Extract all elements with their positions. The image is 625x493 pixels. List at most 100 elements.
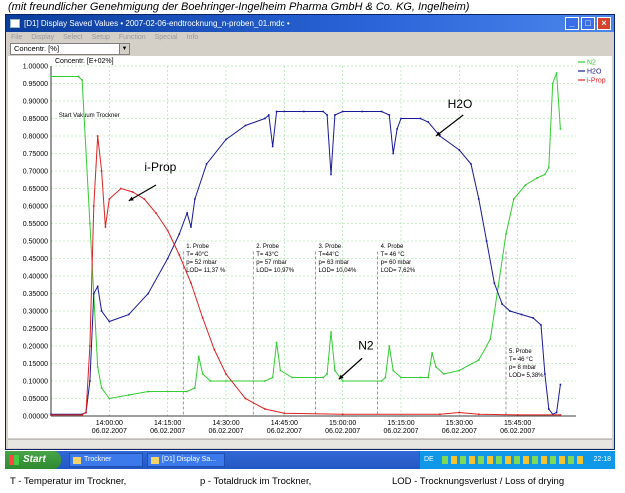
maximize-icon[interactable]: □ bbox=[581, 17, 595, 30]
series-label: i-Prop bbox=[144, 160, 176, 174]
data-point bbox=[341, 110, 344, 113]
data-point bbox=[279, 369, 282, 372]
data-point bbox=[458, 411, 461, 414]
taskbar-item-trockner[interactable]: Trockner bbox=[69, 453, 143, 467]
series-line-n2 bbox=[51, 72, 561, 400]
arrowhead-icon bbox=[338, 374, 344, 380]
y-tick-label: 0.45000 bbox=[23, 256, 48, 263]
data-point bbox=[439, 413, 441, 416]
data-point bbox=[264, 117, 266, 120]
y-tick-label: 0.60000 bbox=[23, 204, 48, 211]
data-point bbox=[264, 380, 266, 382]
data-point bbox=[380, 380, 383, 382]
y-tick-label: 0.50000 bbox=[23, 239, 48, 246]
menu-function[interactable]: Function bbox=[118, 34, 146, 41]
chevron-down-icon[interactable]: ▼ bbox=[119, 44, 129, 54]
data-point bbox=[155, 212, 157, 214]
data-point bbox=[551, 413, 554, 416]
y-tick-label: 0.75000 bbox=[23, 151, 48, 158]
data-point bbox=[302, 110, 305, 113]
sample-marker-text: 4. Probe bbox=[381, 244, 404, 250]
data-point bbox=[427, 121, 430, 123]
y-tick-label: 0.85000 bbox=[23, 116, 48, 123]
data-point bbox=[131, 191, 134, 193]
x-tick-date: 06.02.2007 bbox=[500, 428, 535, 435]
x-tick-time: 15:45:00 bbox=[504, 420, 531, 427]
horizontal-scrollbar[interactable] bbox=[8, 439, 612, 448]
x-tick-date: 06.02.2007 bbox=[267, 428, 302, 435]
data-point bbox=[477, 413, 480, 416]
data-point bbox=[275, 341, 278, 344]
x-tick-date: 06.02.2007 bbox=[383, 428, 418, 435]
data-point bbox=[190, 282, 192, 284]
data-point bbox=[489, 338, 492, 340]
y-tick-label: 0.00000 bbox=[23, 414, 48, 421]
y-tick-label: 0.40000 bbox=[23, 274, 48, 281]
data-point bbox=[190, 226, 192, 228]
sample-marker-text: p= 57 mbar bbox=[256, 260, 287, 266]
data-point bbox=[104, 226, 107, 228]
menu-bar: File Display Select Setup Function Speci… bbox=[6, 32, 614, 43]
data-point bbox=[194, 387, 196, 389]
series-label: N2 bbox=[358, 339, 374, 353]
concentration-select[interactable]: Concentr. [%] ▼ bbox=[10, 43, 130, 55]
data-point bbox=[551, 82, 554, 85]
data-point bbox=[108, 320, 111, 323]
header-note: (mit freundlicher Genehmigung der Boehri… bbox=[8, 1, 470, 13]
series-line-h2o bbox=[51, 111, 561, 415]
data-point bbox=[396, 128, 398, 130]
menu-select[interactable]: Select bbox=[63, 34, 83, 41]
data-point bbox=[225, 373, 227, 375]
data-point bbox=[524, 184, 527, 186]
data-point bbox=[536, 177, 538, 179]
window-titlebar[interactable]: [D1] Display Saved Values • 2007-02-06-e… bbox=[6, 15, 614, 32]
data-point bbox=[334, 114, 336, 116]
x-tick-time: 14:00:00 bbox=[96, 420, 123, 427]
data-point bbox=[322, 110, 325, 113]
data-point bbox=[470, 163, 472, 165]
data-point bbox=[100, 387, 103, 389]
menu-special[interactable]: Special bbox=[154, 34, 178, 41]
taskbar-item-display[interactable]: [D1] Display Sa... bbox=[147, 453, 225, 467]
annotation-arrow bbox=[338, 357, 363, 380]
data-point bbox=[442, 373, 445, 375]
language-indicator[interactable]: DE bbox=[424, 456, 434, 463]
data-point bbox=[166, 257, 169, 260]
data-point bbox=[341, 380, 344, 382]
menu-info[interactable]: Info bbox=[186, 34, 199, 41]
close-icon[interactable]: × bbox=[597, 17, 611, 30]
data-point bbox=[96, 135, 99, 137]
footer-note-temperature: T - Temperatur im Trockner, bbox=[10, 476, 127, 487]
data-point bbox=[439, 135, 441, 137]
start-button[interactable]: Start bbox=[5, 451, 61, 469]
sample-marker-text: 5. Probe bbox=[509, 349, 532, 355]
data-point bbox=[559, 414, 562, 416]
system-tray: DE 22:18 bbox=[419, 451, 615, 469]
data-point bbox=[85, 411, 87, 414]
data-point bbox=[205, 163, 208, 165]
data-point bbox=[330, 331, 332, 333]
data-point bbox=[458, 369, 461, 372]
x-tick-date: 06.02.2007 bbox=[208, 428, 243, 435]
data-point bbox=[194, 198, 196, 200]
sample-marker-text: p= 52 mbar bbox=[186, 260, 217, 266]
plot-area: 0.00000 0.05000 0.10000 0.15000 0.20000 0.250… bbox=[8, 56, 612, 438]
data-point bbox=[50, 414, 52, 416]
tray-icons[interactable] bbox=[442, 456, 584, 464]
minimize-icon[interactable]: _ bbox=[565, 17, 579, 30]
data-point bbox=[213, 348, 216, 351]
data-point bbox=[326, 114, 328, 116]
data-point bbox=[501, 303, 503, 305]
taskbar-item-label: Trockner bbox=[84, 456, 112, 463]
x-tick-date: 06.02.2007 bbox=[150, 428, 185, 435]
menu-display[interactable]: Display bbox=[31, 34, 55, 41]
menu-file[interactable]: File bbox=[11, 34, 23, 41]
y-tick-label: 0.35000 bbox=[23, 291, 48, 298]
data-point bbox=[547, 166, 550, 169]
data-point bbox=[458, 149, 461, 151]
sample-marker-text: 2. Probe bbox=[256, 244, 279, 250]
menu-setup[interactable]: Setup bbox=[91, 34, 110, 41]
data-point bbox=[283, 110, 286, 113]
window-title: [D1] Display Saved Values • 2007-02-06-e… bbox=[24, 19, 290, 28]
